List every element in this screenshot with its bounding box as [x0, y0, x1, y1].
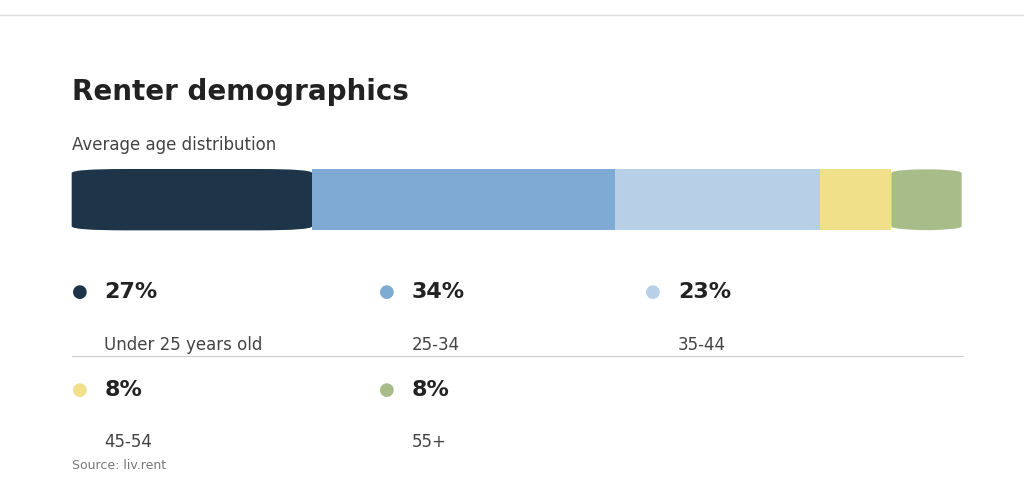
Text: 35-44: 35-44 [678, 336, 726, 354]
Bar [820, 169, 891, 230]
Text: ●: ● [379, 381, 394, 398]
Text: 55+: 55+ [412, 433, 446, 451]
Text: ●: ● [379, 283, 394, 301]
Text: Renter demographics: Renter demographics [72, 78, 409, 106]
Text: Average age distribution: Average age distribution [72, 136, 275, 154]
Text: Source: liv.rent: Source: liv.rent [72, 459, 166, 472]
Text: 45-54: 45-54 [104, 433, 153, 451]
Text: ●: ● [72, 381, 87, 398]
Text: 25-34: 25-34 [412, 336, 460, 354]
Text: 8%: 8% [412, 379, 450, 400]
FancyBboxPatch shape [891, 169, 962, 230]
Text: 8%: 8% [104, 379, 142, 400]
Text: 27%: 27% [104, 282, 158, 302]
Text: ●: ● [645, 283, 660, 301]
Text: 34%: 34% [412, 282, 465, 302]
Bar [312, 169, 615, 230]
Text: ●: ● [72, 283, 87, 301]
FancyBboxPatch shape [72, 169, 312, 230]
Bar [615, 169, 820, 230]
Text: 23%: 23% [678, 282, 731, 302]
Text: Under 25 years old: Under 25 years old [104, 336, 263, 354]
